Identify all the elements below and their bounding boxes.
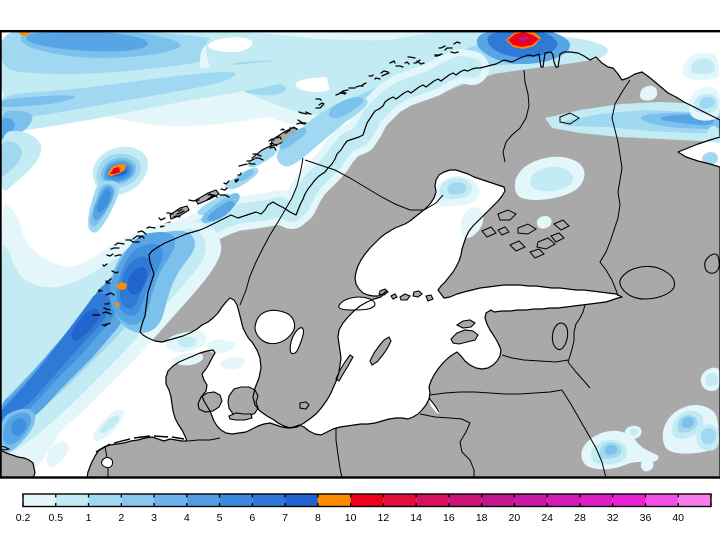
svg-text:6: 6 <box>249 512 255 524</box>
svg-text:18: 18 <box>476 512 488 524</box>
svg-text:0.2: 0.2 <box>16 512 31 524</box>
svg-text:16: 16 <box>443 512 455 524</box>
svg-text:14: 14 <box>410 512 422 524</box>
svg-text:4: 4 <box>184 512 190 524</box>
svg-text:28: 28 <box>574 512 586 524</box>
svg-text:24: 24 <box>541 512 553 524</box>
svg-text:5: 5 <box>217 512 223 524</box>
svg-text:8: 8 <box>315 512 321 524</box>
svg-text:32: 32 <box>607 512 619 524</box>
svg-text:7: 7 <box>282 512 288 524</box>
svg-text:40: 40 <box>672 512 684 524</box>
svg-text:3: 3 <box>151 512 157 524</box>
svg-text:10: 10 <box>345 512 357 524</box>
svg-text:2: 2 <box>118 512 124 524</box>
svg-text:20: 20 <box>509 512 521 524</box>
svg-text:12: 12 <box>378 512 390 524</box>
svg-text:1: 1 <box>86 512 92 524</box>
svg-text:0.5: 0.5 <box>48 512 63 524</box>
svg-text:36: 36 <box>640 512 652 524</box>
